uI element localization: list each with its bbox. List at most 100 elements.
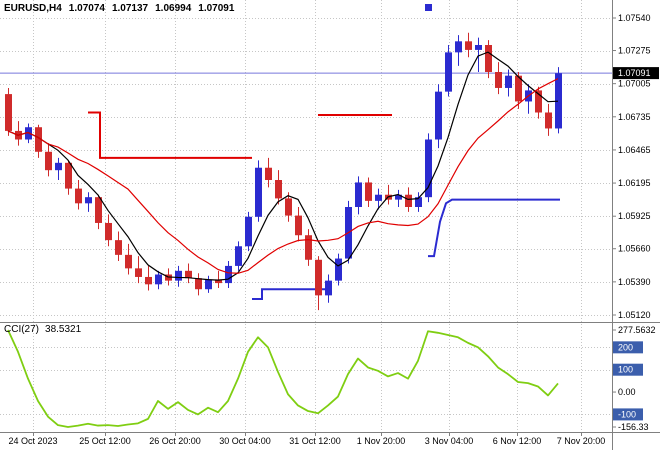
object-marker[interactable] (425, 4, 432, 11)
candle-body (205, 279, 212, 290)
candle-body (255, 167, 262, 217)
svg-text:25 Oct 12:00: 25 Oct 12:00 (79, 436, 131, 446)
cci-level-box (613, 341, 643, 354)
candle-body (405, 194, 412, 207)
cci-level-box (613, 363, 643, 376)
candle-body (455, 41, 462, 53)
candle-body (145, 276, 152, 285)
candle-body (395, 194, 402, 200)
candle-body (495, 72, 502, 88)
candle-body (435, 91, 442, 140)
candle-body (415, 197, 422, 207)
time-scale[interactable]: 24 Oct 2023 25 Oct 12:00 26 Oct 20:00 30 Oc… (8, 432, 605, 446)
candle-body (285, 198, 292, 216)
ma-fast-line (7, 51, 559, 281)
svg-text:1.07275: 1.07275 (618, 46, 651, 56)
candle-body (195, 278, 202, 290)
svg-text:31 Oct 12:00: 31 Oct 12:00 (289, 436, 341, 446)
svg-text:1.05925: 1.05925 (618, 211, 651, 221)
candle-body (545, 112, 552, 129)
svg-text:0.00: 0.00 (618, 387, 636, 397)
support-resistance-layer (88, 111, 560, 301)
ma-slow-line (7, 78, 559, 274)
svg-text:24 Oct 2023: 24 Oct 2023 (8, 436, 57, 446)
candle-body (265, 167, 272, 180)
candle-body (305, 235, 312, 260)
candle-body (315, 259, 322, 296)
svg-text:1.06735: 1.06735 (618, 112, 651, 122)
svg-text:3 Nov 04:00: 3 Nov 04:00 (425, 436, 474, 446)
candle-body (35, 127, 42, 152)
svg-text:1.07540: 1.07540 (618, 13, 651, 23)
candle-body (55, 162, 62, 171)
cci-line (7, 329, 559, 428)
candle-body (185, 270, 192, 279)
time-scale-background (0, 432, 660, 450)
candle-body (135, 268, 142, 277)
open-value: 1.07074 (68, 3, 105, 14)
svg-text:1.06465: 1.06465 (618, 145, 651, 155)
svg-text:7 Nov 20:00: 7 Nov 20:00 (557, 436, 606, 446)
svg-text:26 Oct 20:00: 26 Oct 20:00 (149, 436, 201, 446)
candle-body (105, 222, 112, 241)
candle-body (295, 215, 302, 236)
price-scale[interactable]: 1.07540 1.07275 1.07005 1.06735 1.06465 1.061… (612, 13, 659, 320)
grid-layer (0, 0, 612, 432)
candle-body (95, 197, 102, 223)
cci-level-box (613, 408, 643, 421)
candle-body (215, 279, 222, 284)
support-step-2 (428, 198, 560, 258)
svg-text:1.06195: 1.06195 (618, 178, 651, 188)
svg-text:200: 200 (618, 342, 633, 352)
candle-body (75, 188, 82, 204)
candle-body (175, 270, 182, 281)
candle-body (65, 162, 72, 189)
candle-body (245, 216, 252, 247)
symbol-timeframe-label: EURUSD,H4 (4, 3, 62, 14)
svg-text:6 Nov 12:00: 6 Nov 12:00 (493, 436, 542, 446)
svg-text:1.07005: 1.07005 (618, 79, 651, 89)
candle-body (125, 254, 132, 269)
resistance-step-1 (88, 111, 252, 159)
candle-body (115, 240, 122, 255)
candle-body (355, 182, 362, 207)
chart-header: EURUSD,H4 1.07074 1.07137 1.06994 1.0709… (4, 3, 234, 14)
candle-body (325, 280, 332, 296)
svg-text:-156.33: -156.33 (618, 422, 649, 432)
indicator-name: CCI(27) (4, 324, 40, 335)
svg-text:100: 100 (618, 365, 633, 375)
candle-body (425, 139, 432, 198)
candle-body (275, 180, 282, 199)
current-price-box (613, 67, 659, 80)
svg-text:1.05120: 1.05120 (618, 310, 651, 320)
candle-body (445, 52, 452, 92)
candle-body (45, 151, 52, 171)
support-step-1 (252, 288, 332, 301)
indicator-value: 38.5321 (45, 324, 82, 335)
candle-body (475, 45, 482, 50)
candle-body (515, 75, 522, 102)
candles-layer (5, 32, 562, 311)
candle-body (235, 246, 242, 266)
svg-text:1 Nov 20:00: 1 Nov 20:00 (357, 436, 406, 446)
candle-body (535, 90, 542, 113)
candle-body (485, 45, 492, 72)
svg-text:1.05390: 1.05390 (618, 277, 651, 287)
close-value: 1.07091 (198, 3, 235, 14)
svg-text:30 Oct 04:00: 30 Oct 04:00 (219, 436, 271, 446)
low-value: 1.06994 (155, 3, 192, 14)
indicator-scale[interactable]: 277.5632 200 100 0.00 -100 -156.33 (612, 325, 656, 432)
svg-text:1.05660: 1.05660 (618, 244, 651, 254)
candle-body (335, 258, 342, 281)
candle-body (555, 73, 562, 129)
candle-body (155, 274, 162, 285)
indicator-label: CCI(27) 38.5321 (4, 324, 81, 335)
svg-text:277.5632: 277.5632 (618, 325, 656, 335)
candle-body (465, 41, 472, 50)
svg-text:1.07091: 1.07091 (618, 68, 651, 78)
candle-body (225, 265, 232, 284)
svg-text:-100: -100 (618, 409, 636, 419)
candle-body (85, 197, 92, 204)
candle-body (5, 94, 12, 131)
